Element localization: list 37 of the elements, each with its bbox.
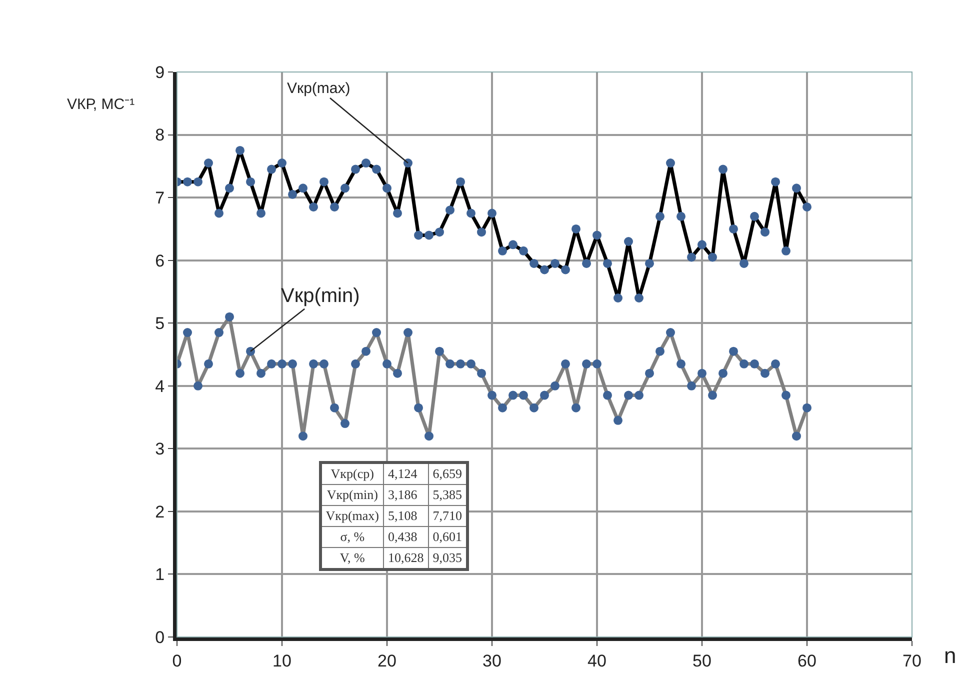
- y-axis-title: VКР, МС⁻¹: [67, 96, 135, 113]
- annotation: 6,659: [428, 462, 468, 485]
- series-label: Vкр(min): [281, 285, 360, 307]
- y-tick-label: 1: [155, 565, 165, 584]
- annotation: 3,186: [384, 484, 428, 506]
- x-tick-label: 60: [798, 651, 816, 670]
- y-tick-label: 2: [155, 502, 165, 522]
- annotation: 4,124: [384, 462, 428, 485]
- y-tick-label: 7: [155, 188, 165, 208]
- annotation: V, %: [320, 548, 384, 570]
- y-tick-label: 0: [155, 628, 165, 647]
- text: Vкр(max): [287, 80, 350, 97]
- annotation: 5,108: [384, 506, 428, 527]
- annotation: σ, %: [320, 526, 384, 548]
- annotation: Vкр(max): [320, 506, 384, 527]
- annotation: 0,438: [384, 526, 428, 548]
- y-tick-label: 6: [155, 251, 165, 270]
- annotation: 10,628: [384, 548, 428, 570]
- annotation: 7,710: [428, 506, 468, 527]
- y-tick-label: 3: [155, 440, 165, 459]
- annotation: 9,035: [428, 548, 468, 570]
- x-tick-label: 20: [378, 651, 396, 670]
- y-tick-label: 9: [155, 62, 165, 82]
- annotation: Vкр(min): [320, 484, 384, 506]
- x-tick-label: 30: [482, 651, 502, 670]
- annotation: 0,601: [428, 526, 468, 548]
- x-tick-label: 70: [902, 651, 922, 670]
- x-tick-label: 40: [588, 651, 606, 670]
- y-tick-label: 5: [155, 314, 165, 334]
- y-tick-label: 4: [155, 376, 165, 396]
- x-tick-label: 10: [272, 651, 292, 670]
- annotation: Vкр(ср): [320, 462, 384, 485]
- y-tick-label: 8: [155, 126, 165, 145]
- x-tick-label: 0: [172, 651, 182, 670]
- x-axis-title: n: [944, 643, 956, 668]
- x-tick-label: 50: [692, 651, 712, 670]
- annotation: 5,385: [428, 484, 468, 506]
